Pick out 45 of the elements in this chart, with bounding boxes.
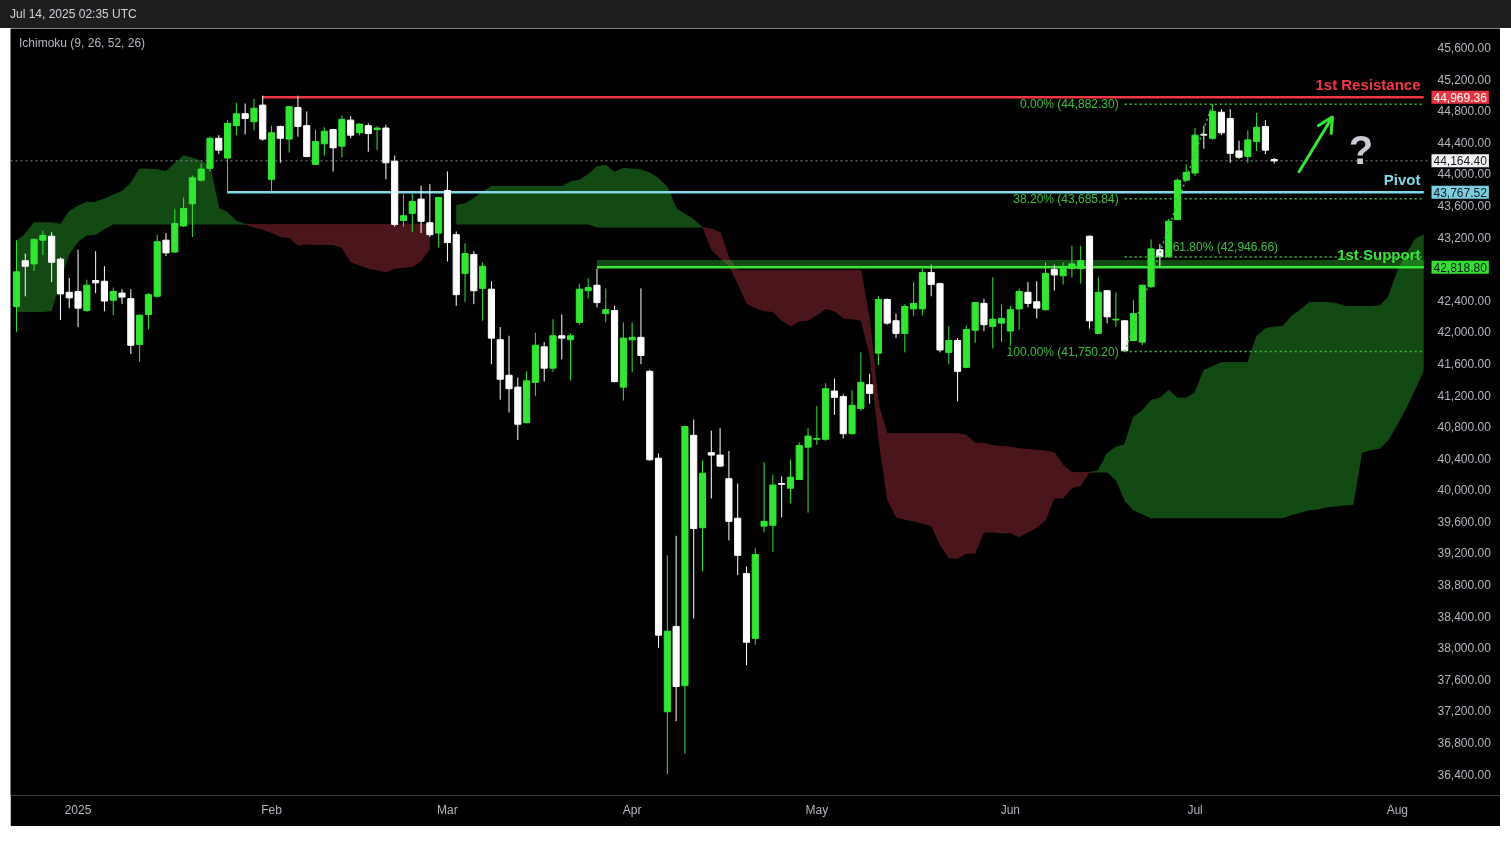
series-label: 100.00% (41,750.20) bbox=[1006, 344, 1119, 359]
x-tick-label: 2025 bbox=[64, 802, 92, 817]
y-tick-label: 38,000.00 bbox=[1437, 641, 1492, 656]
y-tick-label: 36,400.00 bbox=[1437, 767, 1492, 782]
y-tick-label: 36,800.00 bbox=[1437, 736, 1492, 751]
y-tick-label: 44,000.00 bbox=[1437, 167, 1492, 182]
x-tick-label: Jul bbox=[1187, 802, 1203, 817]
y-tick-label: 42,000.00 bbox=[1437, 325, 1492, 340]
y-tick-label: 37,200.00 bbox=[1437, 704, 1492, 719]
data-label: 42,818.80 bbox=[1433, 260, 1488, 275]
y-tick-label: 39,200.00 bbox=[1437, 546, 1492, 561]
y-tick-label: 45,200.00 bbox=[1437, 72, 1492, 87]
y-tick-label: 40,400.00 bbox=[1437, 451, 1492, 466]
x-tick-label: Jun bbox=[1000, 802, 1021, 817]
series-label: 38.20% (43,685.84) bbox=[1013, 191, 1119, 206]
annotation: Ichimoku (9, 26, 52, 26) bbox=[19, 35, 146, 50]
series-label: 1st Support bbox=[1337, 246, 1421, 264]
x-tick-label: Feb bbox=[261, 802, 283, 817]
series-label: Pivot bbox=[1383, 171, 1421, 189]
data-label: 44,969.36 bbox=[1433, 90, 1488, 105]
y-tick-label: 38,400.00 bbox=[1437, 609, 1492, 624]
y-tick-label: 41,600.00 bbox=[1437, 356, 1492, 371]
y-tick-label: 40,000.00 bbox=[1437, 483, 1492, 498]
y-tick-label: 45,600.00 bbox=[1437, 40, 1492, 55]
text: Jul 14, 2025 02:35 UTC bbox=[10, 6, 137, 23]
x-tick-label: Aug bbox=[1386, 802, 1409, 817]
y-tick-label: 37,600.00 bbox=[1437, 672, 1492, 687]
y-tick-label: 43,600.00 bbox=[1437, 198, 1492, 213]
series-label: 61.80% (42,946.66) bbox=[1172, 240, 1279, 255]
annotation: ? bbox=[1348, 127, 1374, 172]
y-tick-label: 38,800.00 bbox=[1437, 578, 1492, 593]
y-tick-label: 43,200.00 bbox=[1437, 230, 1492, 245]
data-label: 43,767.52 bbox=[1433, 185, 1488, 200]
y-tick-label: 44,800.00 bbox=[1437, 104, 1492, 119]
series-label: 1st Resistance bbox=[1315, 76, 1421, 94]
y-tick-label: 41,200.00 bbox=[1437, 388, 1492, 403]
x-tick-label: Apr bbox=[622, 802, 642, 817]
x-tick-label: Mar bbox=[437, 802, 458, 817]
series-label: 0.00% (44,882.30) bbox=[1019, 97, 1119, 112]
y-tick-label: 40,800.00 bbox=[1437, 420, 1492, 435]
y-tick-label: 42,400.00 bbox=[1437, 293, 1492, 308]
ref-line-label: 44,164.40 bbox=[1433, 154, 1488, 169]
y-tick-label: 44,400.00 bbox=[1437, 135, 1492, 150]
y-tick-label: 39,600.00 bbox=[1437, 514, 1492, 529]
x-tick-label: May bbox=[805, 802, 829, 817]
